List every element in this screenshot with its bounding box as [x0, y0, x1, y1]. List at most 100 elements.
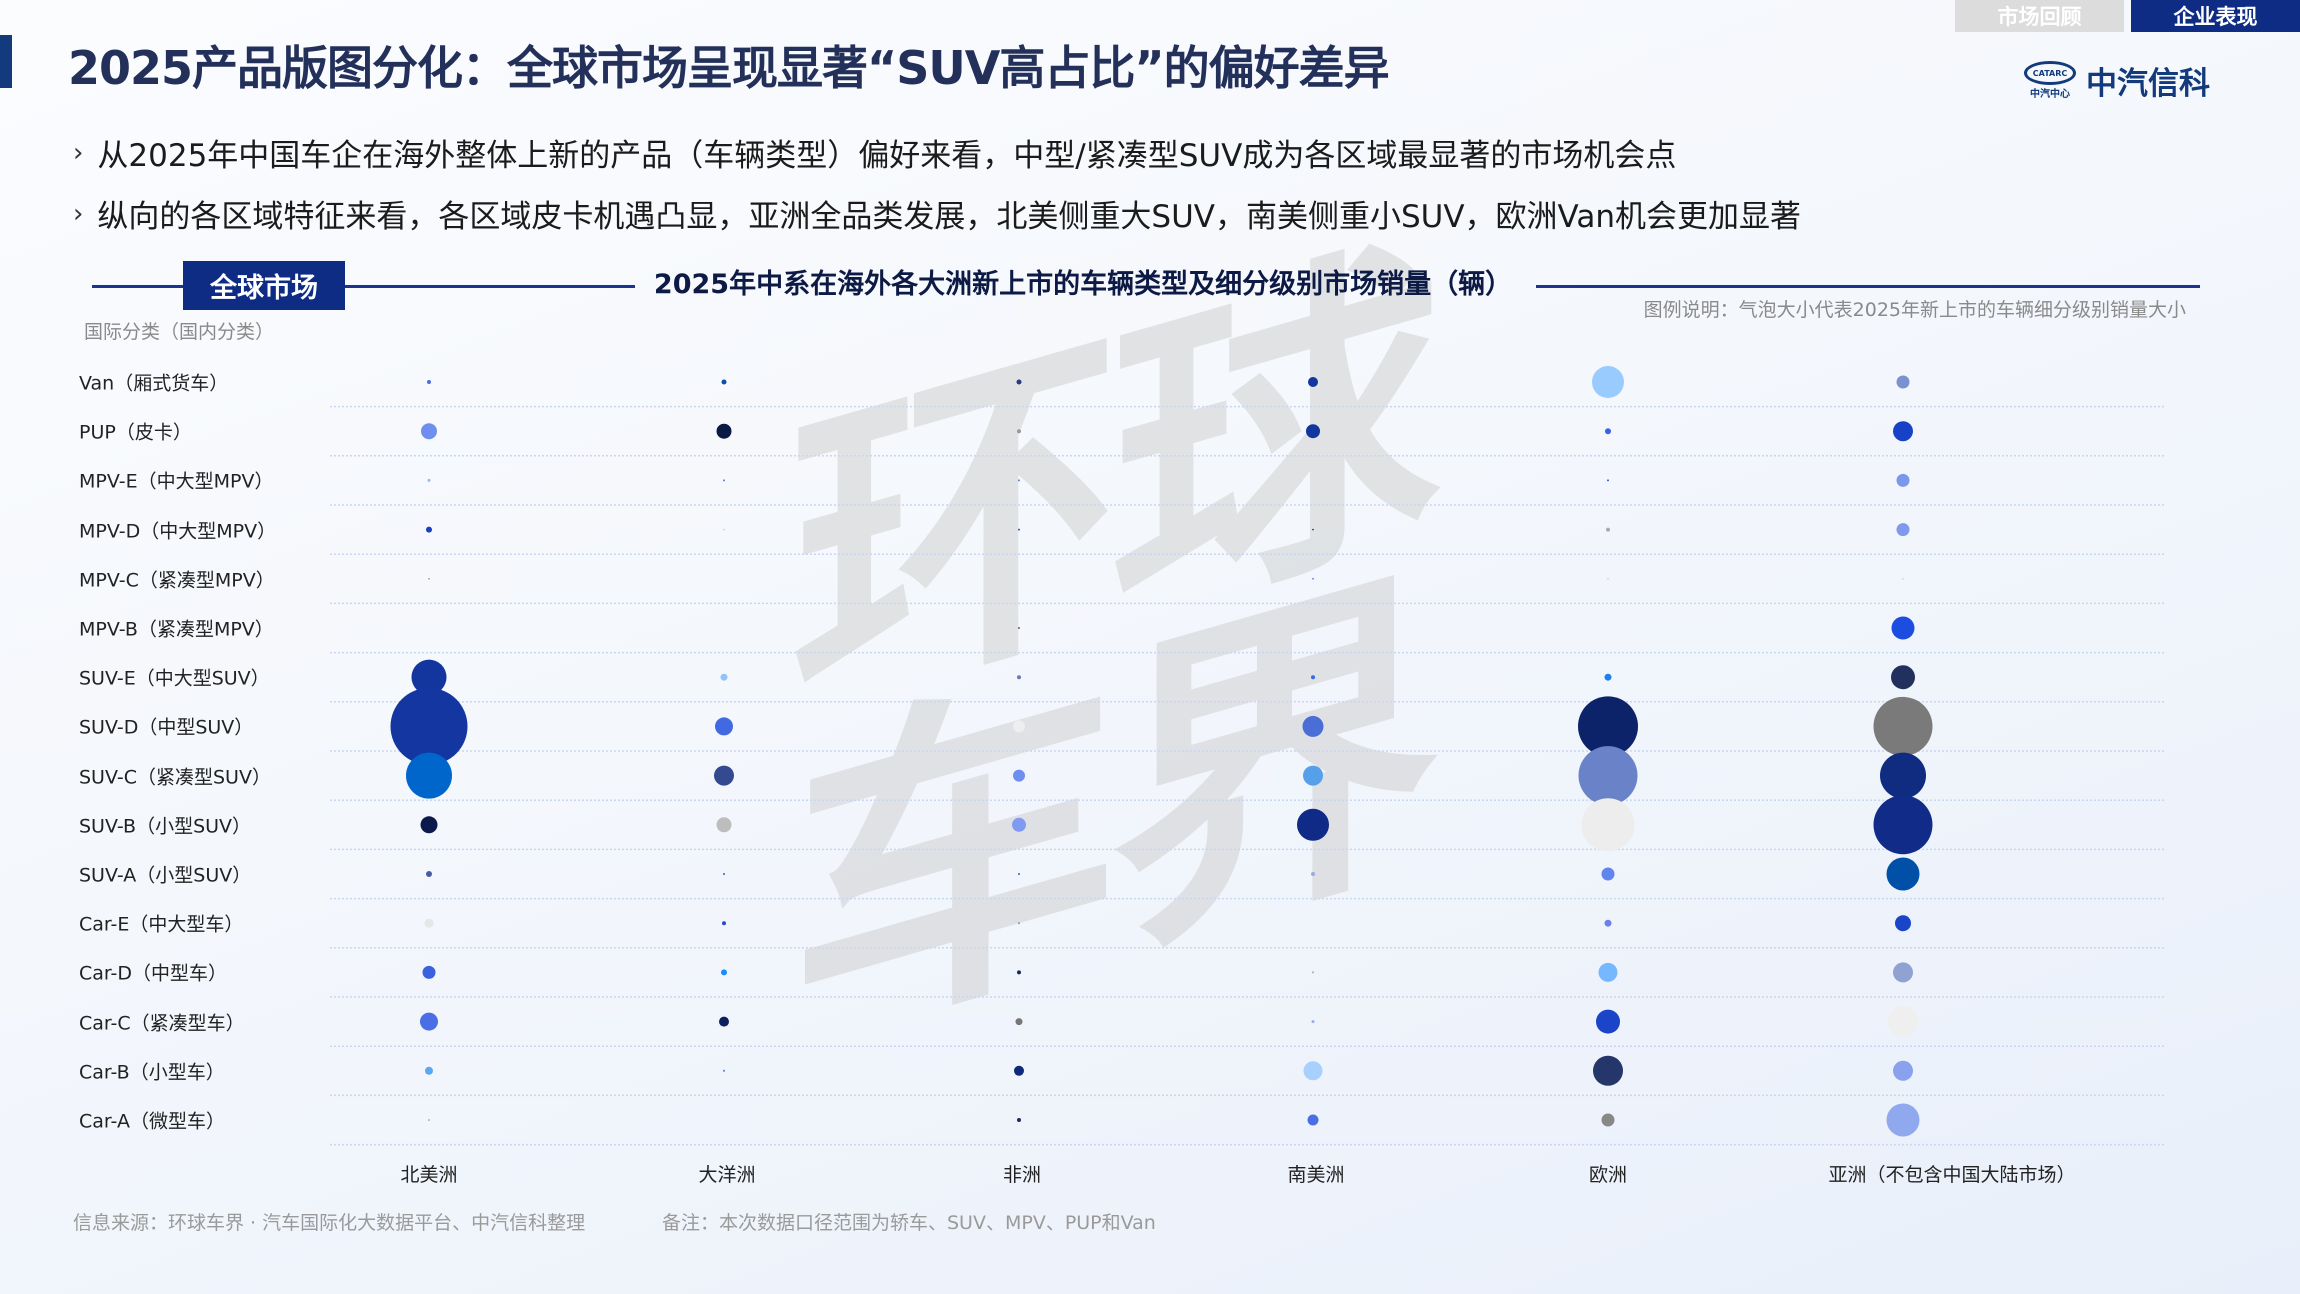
y-tick-label: MPV-D（中大型MPV）	[79, 520, 277, 543]
bubble	[1311, 971, 1315, 974]
market-label: 全球市场	[183, 261, 345, 310]
bubble	[1581, 798, 1635, 852]
bubble	[420, 1012, 438, 1031]
y-tick-label: SUV-D（中型SUV）	[79, 716, 254, 739]
bubble	[1893, 962, 1913, 983]
y-tick-label: SUV-E（中大型SUV）	[79, 667, 270, 690]
bullet-text: 从2025年中国车企在海外整体上新的产品（车辆类型）偏好来看，中型/紧凑型SUV…	[97, 138, 1677, 174]
bubble	[1896, 473, 1910, 487]
bubble	[1012, 817, 1026, 832]
divider-line	[1536, 285, 2200, 288]
bubble	[422, 965, 436, 979]
bubble	[1307, 1114, 1319, 1126]
x-tick-label: 非洲	[1002, 1164, 1042, 1186]
legend-note: 图例说明：气泡大小代表2025年新上市的车辆细分级别销量大小	[1643, 299, 2186, 321]
y-tick-label: Car-E（中大型车）	[79, 913, 244, 936]
bubble	[1592, 1055, 1624, 1086]
bubble	[1896, 375, 1910, 389]
bubble	[1873, 795, 1933, 855]
y-tick-label: SUV-A（小型SUV）	[79, 864, 252, 887]
bubble	[1604, 919, 1612, 927]
catarc-logo-icon: CATARC 中汽中心	[2024, 61, 2076, 100]
bubble	[1312, 578, 1314, 580]
title-accent-bar	[0, 35, 12, 88]
divider-line	[345, 285, 635, 288]
bubble	[390, 687, 468, 765]
x-tick-label: 亚洲（不包含中国大陆市场）	[1828, 1164, 2076, 1186]
divider-line	[92, 285, 183, 288]
bubble	[1893, 421, 1913, 442]
chevron-right-icon: ›	[73, 137, 84, 168]
bubble	[1887, 1006, 1919, 1038]
bubble	[1601, 867, 1615, 881]
x-tick-label: 北美洲	[400, 1164, 458, 1186]
bubble	[1598, 962, 1618, 982]
bubble	[1017, 626, 1021, 630]
bubble	[722, 921, 726, 926]
bubble	[1017, 528, 1021, 531]
bubble	[1296, 808, 1330, 841]
x-tick-label: 欧洲	[1588, 1164, 1628, 1186]
bubble	[428, 1119, 430, 1121]
bubble	[1311, 1020, 1315, 1024]
bubble	[722, 479, 726, 482]
bubble	[719, 1016, 729, 1027]
chevron-right-icon: ›	[73, 198, 84, 229]
tab-company-performance[interactable]: 企业表现	[2131, 0, 2300, 32]
bubble	[1880, 752, 1926, 799]
bubble	[1578, 696, 1638, 757]
bubble	[1312, 528, 1314, 531]
bubble	[715, 717, 733, 736]
bubble	[411, 659, 447, 695]
bubble	[428, 578, 430, 580]
y-tick-label: Car-C（紧凑型车）	[79, 1012, 245, 1035]
bubble	[1308, 377, 1318, 387]
chart-title: 2025年中系在海外各大洲新上市的车辆类型及细分级别市场销量（辆）	[653, 269, 1513, 300]
bubble	[1311, 675, 1315, 680]
bubble	[1893, 1060, 1913, 1081]
bullet-text: 纵向的各区域特征来看，各区域皮卡机遇凸显，亚洲全品类发展，北美侧重大SUV，南美…	[97, 199, 1801, 235]
bubble	[1303, 765, 1323, 786]
bubble	[720, 969, 728, 976]
bubble	[1886, 857, 1920, 891]
y-axis-title: 国际分类（国内分类）	[84, 321, 275, 343]
bubble	[1015, 1018, 1023, 1026]
bubble	[1017, 970, 1021, 975]
bubble	[1886, 1103, 1920, 1137]
bubble	[1604, 673, 1612, 681]
bubble	[1591, 365, 1625, 399]
bubble	[1896, 523, 1910, 537]
bubble	[1013, 720, 1025, 733]
y-tick-label: Car-B（小型车）	[79, 1061, 225, 1084]
bullet-1: › 从2025年中国车企在海外整体上新的产品（车辆类型）偏好来看，中型/紧凑型S…	[73, 130, 1676, 175]
bubble	[721, 379, 727, 385]
bubble	[427, 478, 431, 482]
source-note: 信息来源：环球车界 · 汽车国际化大数据平台、中汽信科整理	[73, 1212, 586, 1234]
bubble	[716, 817, 732, 833]
bubble	[1017, 1118, 1021, 1122]
logo-name: 中汽信科	[2086, 66, 2210, 102]
bullet-2: › 纵向的各区域特征来看，各区域皮卡机遇凸显，亚洲全品类发展，北美侧重大SUV，…	[73, 191, 1801, 236]
bubble	[722, 872, 726, 876]
bubble	[720, 673, 728, 681]
y-tick-label: MPV-B（紧凑型MPV）	[79, 618, 274, 641]
bubble	[1601, 1113, 1615, 1127]
bubble	[406, 752, 452, 799]
bubble	[1596, 1009, 1620, 1034]
page-title: 2025产品版图分化：全球市场呈现显著“SUV高占比”的偏好差异	[68, 41, 1390, 95]
bubble	[1017, 922, 1021, 925]
bubble	[1606, 479, 1610, 482]
bubble	[1017, 479, 1021, 482]
bubble	[1017, 872, 1021, 876]
scope-note: 备注：本次数据口径范围为轿车、SUV、MPV、PUP和Van	[662, 1212, 1156, 1234]
bubble	[427, 380, 431, 384]
y-tick-label: MPV-C（紧凑型MPV）	[79, 569, 275, 592]
tab-market-review[interactable]: 市场回顾	[1955, 0, 2124, 32]
x-tick-label: 大洋洲	[698, 1164, 756, 1186]
y-tick-label: Car-D（中型车）	[79, 962, 227, 985]
bubble	[723, 528, 725, 531]
bubble	[1017, 675, 1021, 680]
bubble	[420, 816, 438, 834]
y-tick-label: SUV-B（小型SUV）	[79, 815, 252, 838]
